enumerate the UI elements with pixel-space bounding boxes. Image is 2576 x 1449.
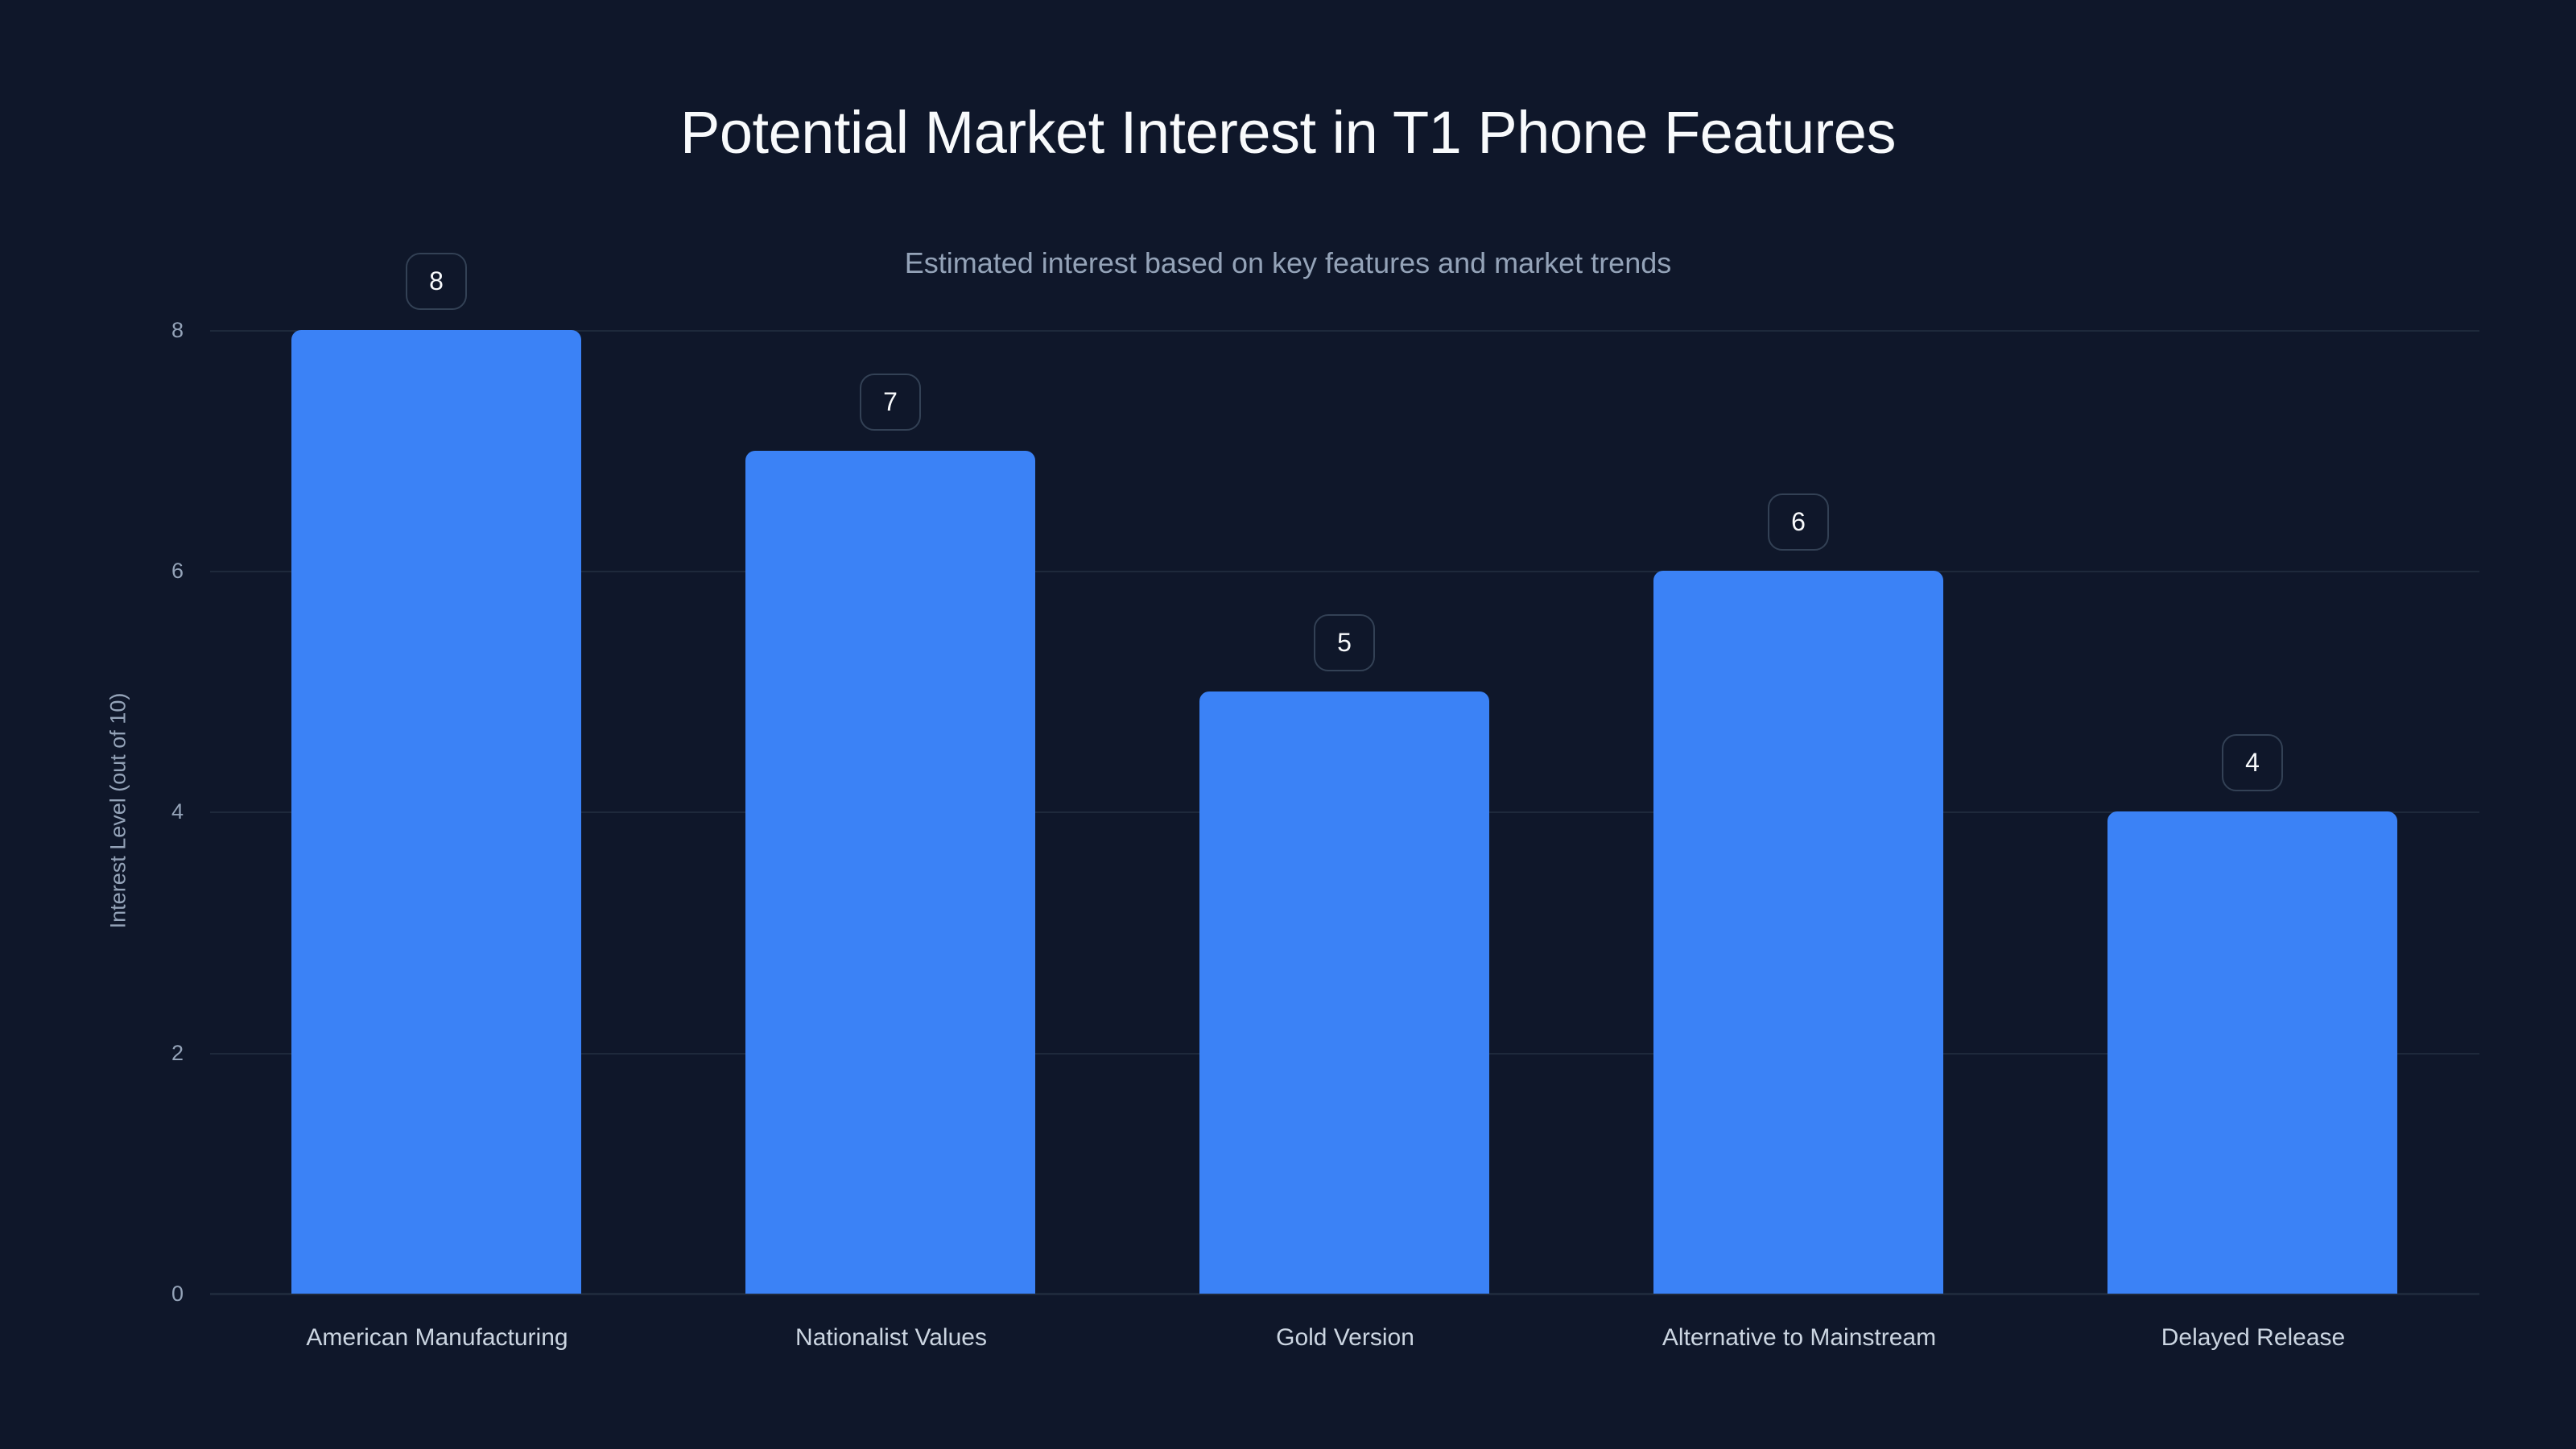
value-badge: 4: [2222, 734, 2283, 791]
bar-gold-version[interactable]: [1199, 691, 1489, 1294]
y-tick-0: 0: [171, 1282, 184, 1306]
x-label-nationalist-values: Nationalist Values: [795, 1324, 987, 1351]
x-label-gold-version: Gold Version: [1276, 1324, 1414, 1351]
bar-alternative-to-mainstream[interactable]: [1653, 571, 1943, 1294]
chart-subtitle: Estimated interest based on key features…: [904, 246, 1672, 279]
x-label-american-manufacturing: American Manufacturing: [306, 1324, 568, 1351]
value-badge: 6: [1768, 493, 1829, 551]
value-badge: 8: [406, 253, 467, 310]
bar-nationalist-values[interactable]: [745, 451, 1035, 1294]
bar-delayed-release[interactable]: [2107, 811, 2397, 1294]
y-tick-8: 8: [171, 318, 184, 342]
gridline-8: [210, 330, 2479, 332]
gridline-6: [210, 571, 2479, 572]
plot-area: 8 7 5 6 4: [210, 253, 2479, 1295]
value-badge: 7: [860, 374, 921, 431]
y-tick-2: 2: [171, 1041, 184, 1065]
x-label-delayed-release: Delayed Release: [2161, 1324, 2346, 1351]
x-label-alternative-to-mainstream: Alternative to Mainstream: [1662, 1324, 1937, 1351]
x-axis-baseline: [210, 1293, 2479, 1295]
y-tick-4: 4: [171, 799, 184, 824]
chart-title: Potential Market Interest in T1 Phone Fe…: [680, 99, 1896, 166]
bar-american-manufacturing[interactable]: [291, 330, 581, 1294]
value-badge: 5: [1314, 614, 1375, 671]
y-tick-6: 6: [171, 559, 184, 583]
